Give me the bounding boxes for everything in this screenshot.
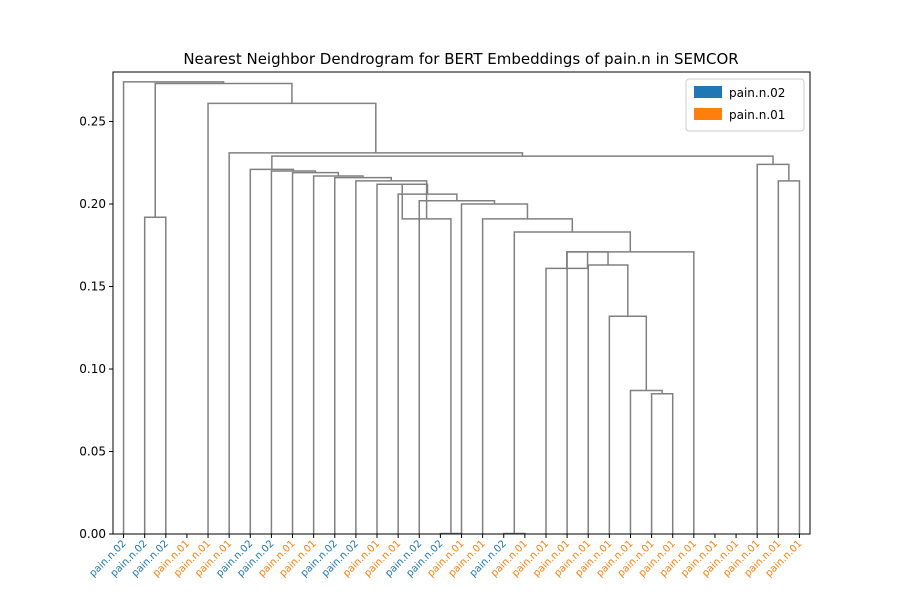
legend-swatch [694,86,722,98]
y-tick-label: 0.00 [79,527,106,541]
legend: pain.n.02 pain.n.01 [685,78,805,132]
dendrogram-links [122,81,801,535]
legend-swatch [694,108,722,120]
dendrogram-link [122,81,225,534]
y-tick-label: 0.10 [79,362,106,376]
y-tick-label: 0.25 [79,115,106,129]
y-axis: 0.00 0.05 0.10 0.15 0.20 0.25 [79,115,113,541]
y-tick-label: 0.15 [79,280,106,294]
legend-label: pain.n.01 [729,108,785,122]
chart-title: Nearest Neighbor Dendrogram for BERT Emb… [183,50,738,68]
y-tick-label: 0.05 [79,445,106,459]
legend-label: pain.n.02 [729,86,785,100]
y-tick-label: 0.20 [79,197,106,211]
